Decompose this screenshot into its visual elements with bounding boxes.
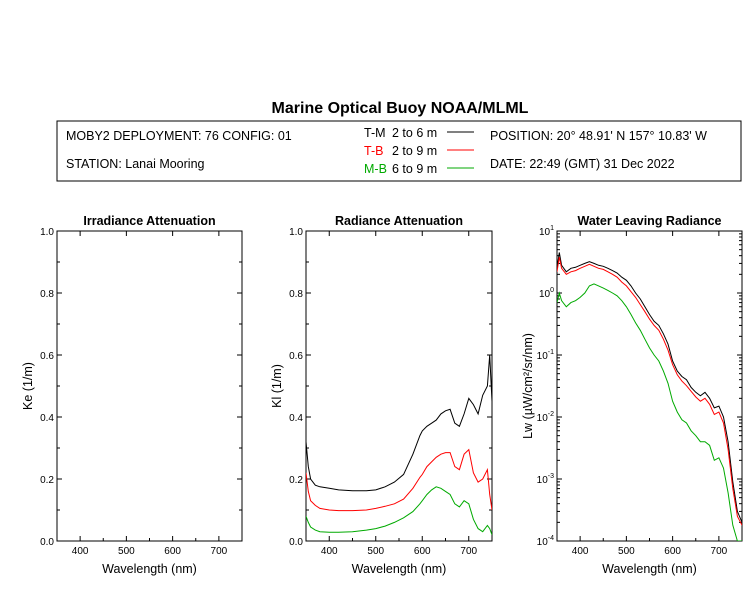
x-tick-label: 700 — [460, 546, 477, 557]
x-tick-label: 600 — [414, 546, 431, 557]
plot-frame — [56, 230, 243, 542]
y-axis-label: Kl (1/m) — [270, 364, 284, 408]
chart-title: Water Leaving Radiance — [577, 214, 721, 228]
legend-item-tb: T-B 2 to 9 m — [364, 144, 474, 158]
y-tick-label: 0.8 — [40, 289, 54, 300]
y-tick-label: 100 — [539, 287, 554, 300]
y-tick-label: 10-3 — [537, 473, 554, 486]
x-tick-label: 600 — [164, 546, 181, 557]
x-tick-label: 500 — [618, 546, 635, 557]
x-axis-label: Wavelength (nm) — [102, 562, 197, 576]
legend-code-mb: M-B — [364, 162, 387, 176]
y-axis-label: Lw (µW/cm²/sr/nm) — [521, 333, 535, 439]
y-tick-label: 0.4 — [40, 413, 54, 424]
date-text: DATE: 22:49 (GMT) 31 Dec 2022 — [490, 157, 675, 171]
plot-frame — [556, 230, 743, 542]
plot-frame — [305, 230, 493, 542]
info-box — [56, 120, 742, 182]
chart-title: Radiance Attenuation — [335, 214, 463, 228]
chart-2: Radiance Attenuation 400 500 600 700 0.0 0.2 0.… — [270, 214, 493, 576]
x-tick-label: 700 — [211, 546, 228, 557]
chart-1: Irradiance Attenuation 400 500 600 700 0.0 0.2… — [21, 214, 243, 576]
series-line-t-m — [306, 354, 492, 492]
legend-code-tb: T-B — [364, 144, 383, 158]
y-tick-label: 0.6 — [289, 351, 303, 362]
y-tick-label: 0.2 — [289, 475, 303, 486]
y-tick-label: 0.8 — [289, 289, 303, 300]
position-text: POSITION: 20° 48.91' N 157° 10.83' W — [490, 129, 707, 143]
y-tick-label: 101 — [539, 225, 554, 238]
y-tick-label: 0.2 — [40, 475, 54, 486]
x-tick-label: 400 — [572, 546, 589, 557]
legend: T-M 2 to 6 m T-B 2 to 9 m M-B 6 to 9 m — [364, 126, 474, 176]
station-text: STATION: Lanai Mooring — [66, 157, 205, 171]
y-tick-label: 0.6 — [40, 351, 54, 362]
y-tick-label: 0.0 — [40, 537, 54, 548]
deployment-text: MOBY2 DEPLOYMENT: 76 CONFIG: 01 — [66, 129, 292, 143]
x-axis-label: Wavelength (nm) — [352, 562, 447, 576]
figure-title: Marine Optical Buoy NOAA/MLML — [272, 100, 529, 117]
legend-range-mb: 6 to 9 m — [392, 162, 437, 176]
legend-item-tm: T-M 2 to 6 m — [364, 126, 474, 140]
y-tick-label: 10-4 — [537, 535, 554, 548]
x-tick-label: 400 — [321, 546, 338, 557]
legend-code-tm: T-M — [364, 126, 386, 140]
series-line-t-b — [306, 448, 492, 512]
x-tick-label: 500 — [367, 546, 384, 557]
x-tick-label: 400 — [72, 546, 89, 557]
y-tick-label: 1.0 — [289, 227, 303, 238]
series-line-t-m — [557, 252, 742, 523]
x-tick-label: 500 — [118, 546, 135, 557]
legend-range-tm: 2 to 6 m — [392, 126, 437, 140]
y-tick-label: 10-2 — [537, 411, 554, 424]
plots: Irradiance Attenuation 400 500 600 700 0.0 0.2… — [21, 214, 743, 576]
series-line-m-b — [306, 486, 492, 535]
legend-item-mb: M-B 6 to 9 m — [364, 162, 474, 176]
y-axis-label: Ke (1/m) — [21, 362, 35, 410]
legend-range-tb: 2 to 9 m — [392, 144, 437, 158]
x-tick-label: 700 — [711, 546, 728, 557]
y-tick-label: 0.0 — [289, 537, 303, 548]
chart-3: Water Leaving Radiance 400 500 600 700 10-4 10… — [521, 214, 743, 576]
series-line-t-b — [557, 256, 742, 526]
y-tick-label: 1.0 — [40, 227, 54, 238]
series-line-m-b — [557, 283, 742, 541]
x-axis-label: Wavelength (nm) — [602, 562, 697, 576]
x-tick-label: 600 — [664, 546, 681, 557]
chart-title: Irradiance Attenuation — [83, 214, 215, 228]
y-tick-label: 0.4 — [289, 413, 303, 424]
y-tick-label: 10-1 — [537, 349, 554, 362]
